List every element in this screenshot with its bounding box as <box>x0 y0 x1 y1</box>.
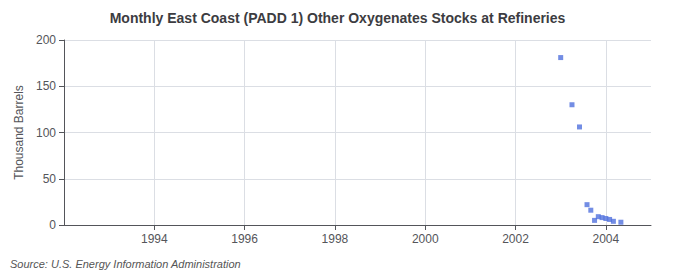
svg-text:2002: 2002 <box>502 232 529 246</box>
svg-text:1998: 1998 <box>322 232 349 246</box>
svg-text:200: 200 <box>36 33 56 47</box>
svg-text:Source: U.S. Energy Informatio: Source: U.S. Energy Information Administ… <box>10 258 241 270</box>
svg-text:2004: 2004 <box>592 232 619 246</box>
svg-text:Thousand Barrels: Thousand Barrels <box>12 85 26 180</box>
svg-text:1994: 1994 <box>141 232 168 246</box>
svg-text:0: 0 <box>49 218 56 232</box>
svg-text:2000: 2000 <box>412 232 439 246</box>
svg-text:150: 150 <box>36 79 56 93</box>
svg-text:Monthly East Coast (PADD 1) Ot: Monthly East Coast (PADD 1) Other Oxygen… <box>110 10 566 26</box>
svg-text:50: 50 <box>43 172 57 186</box>
svg-text:100: 100 <box>36 126 56 140</box>
svg-text:1996: 1996 <box>231 232 258 246</box>
